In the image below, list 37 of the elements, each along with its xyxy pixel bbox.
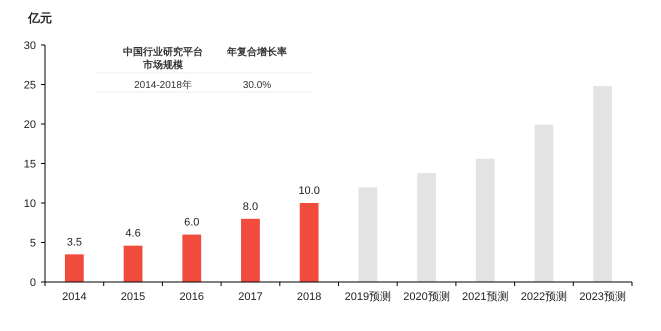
bar [358,187,378,282]
bar [64,254,84,282]
y-tick-label: 5 [30,238,36,250]
bar [124,246,142,282]
annotation: 2014-2018年 [134,79,192,91]
bar [534,124,554,282]
x-tick-label: 2023预测 [579,291,626,303]
data-label: 3.5 [66,236,82,248]
y-tick-label: 10 [24,198,36,210]
bar [593,86,612,282]
annotation: 中国行业研究平台市场规模 [123,46,203,71]
bar [417,172,436,282]
data-label: 8.0 [242,200,258,213]
x-tick-label: 2019预测 [344,291,392,303]
y-tick-label: 20 [24,119,36,131]
data-label: 10.0 [298,185,320,197]
bar [182,234,202,282]
y-tick-label: 15 [24,158,36,170]
data-label: 4.6 [125,228,141,240]
x-tick-label: 2016 [180,291,204,303]
y-tick-label: 0 [30,277,36,289]
x-tick-label: 2021预测 [462,291,508,303]
bar [476,158,495,282]
bar [300,203,319,282]
annotation: 30.0% [242,80,272,91]
x-tick-label: 2014 [62,291,87,303]
x-tick-label: 2015 [120,291,146,303]
x-tick-label: 2018 [296,291,322,303]
bar [241,218,260,282]
data-label: 6.0 [184,216,200,229]
x-tick-label: 2020预测 [403,291,450,303]
x-tick-label: 2022预测 [520,291,568,303]
y-tick-label: 25 [24,80,36,92]
y-axis-title: 亿元 [27,11,52,25]
annotation: 年复合增长率 [226,46,287,58]
x-tick-label: 2017 [238,291,263,303]
y-tick-label: 30 [24,40,36,52]
